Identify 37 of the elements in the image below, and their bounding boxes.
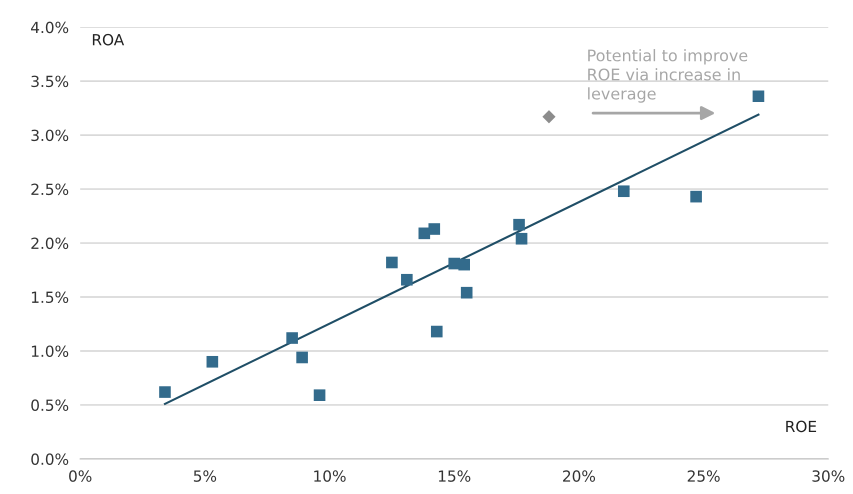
point	[430, 326, 443, 338]
point	[418, 228, 430, 240]
point	[460, 286, 472, 299]
x-tick-label: 15%	[438, 470, 470, 482]
y-tick-label: 4.0%	[31, 22, 68, 34]
point	[206, 356, 218, 368]
y-tick-label: 1.5%	[32, 291, 68, 304]
point	[401, 274, 413, 286]
point	[428, 223, 440, 235]
y-tick-label: 2.0%	[31, 238, 68, 250]
x-tick-label: 0%	[69, 470, 92, 482]
annotation: Potential to improve ROE via increase in leverage	[588, 49, 748, 103]
point	[542, 110, 556, 124]
x-tick-label: 20%	[563, 470, 596, 482]
x-tick-label: 25%	[688, 470, 720, 482]
point	[516, 232, 528, 245]
y-tick-label: 2.5%	[31, 184, 68, 196]
point	[458, 258, 470, 270]
x-tick-label: 5%	[194, 470, 216, 482]
y-tick-label: 3.0%	[31, 130, 68, 142]
point	[286, 332, 298, 344]
point	[690, 190, 702, 202]
x-tick-label: 30%	[812, 470, 844, 482]
point	[296, 352, 308, 364]
y-tick-label: 0.5%	[31, 399, 68, 411]
y-axis-title: ROA	[92, 34, 124, 46]
y-tick-label: 0.0%	[31, 453, 68, 465]
point	[314, 389, 326, 402]
x-tick-label: 10%	[314, 470, 346, 482]
point	[386, 256, 398, 268]
point	[159, 386, 171, 398]
point	[618, 185, 630, 198]
y-tick-label: 3.5%	[31, 76, 68, 88]
x-axis-title: ROE	[786, 420, 816, 432]
y-tick-label: 1.0%	[32, 345, 68, 358]
point	[513, 218, 525, 231]
point	[752, 90, 764, 102]
